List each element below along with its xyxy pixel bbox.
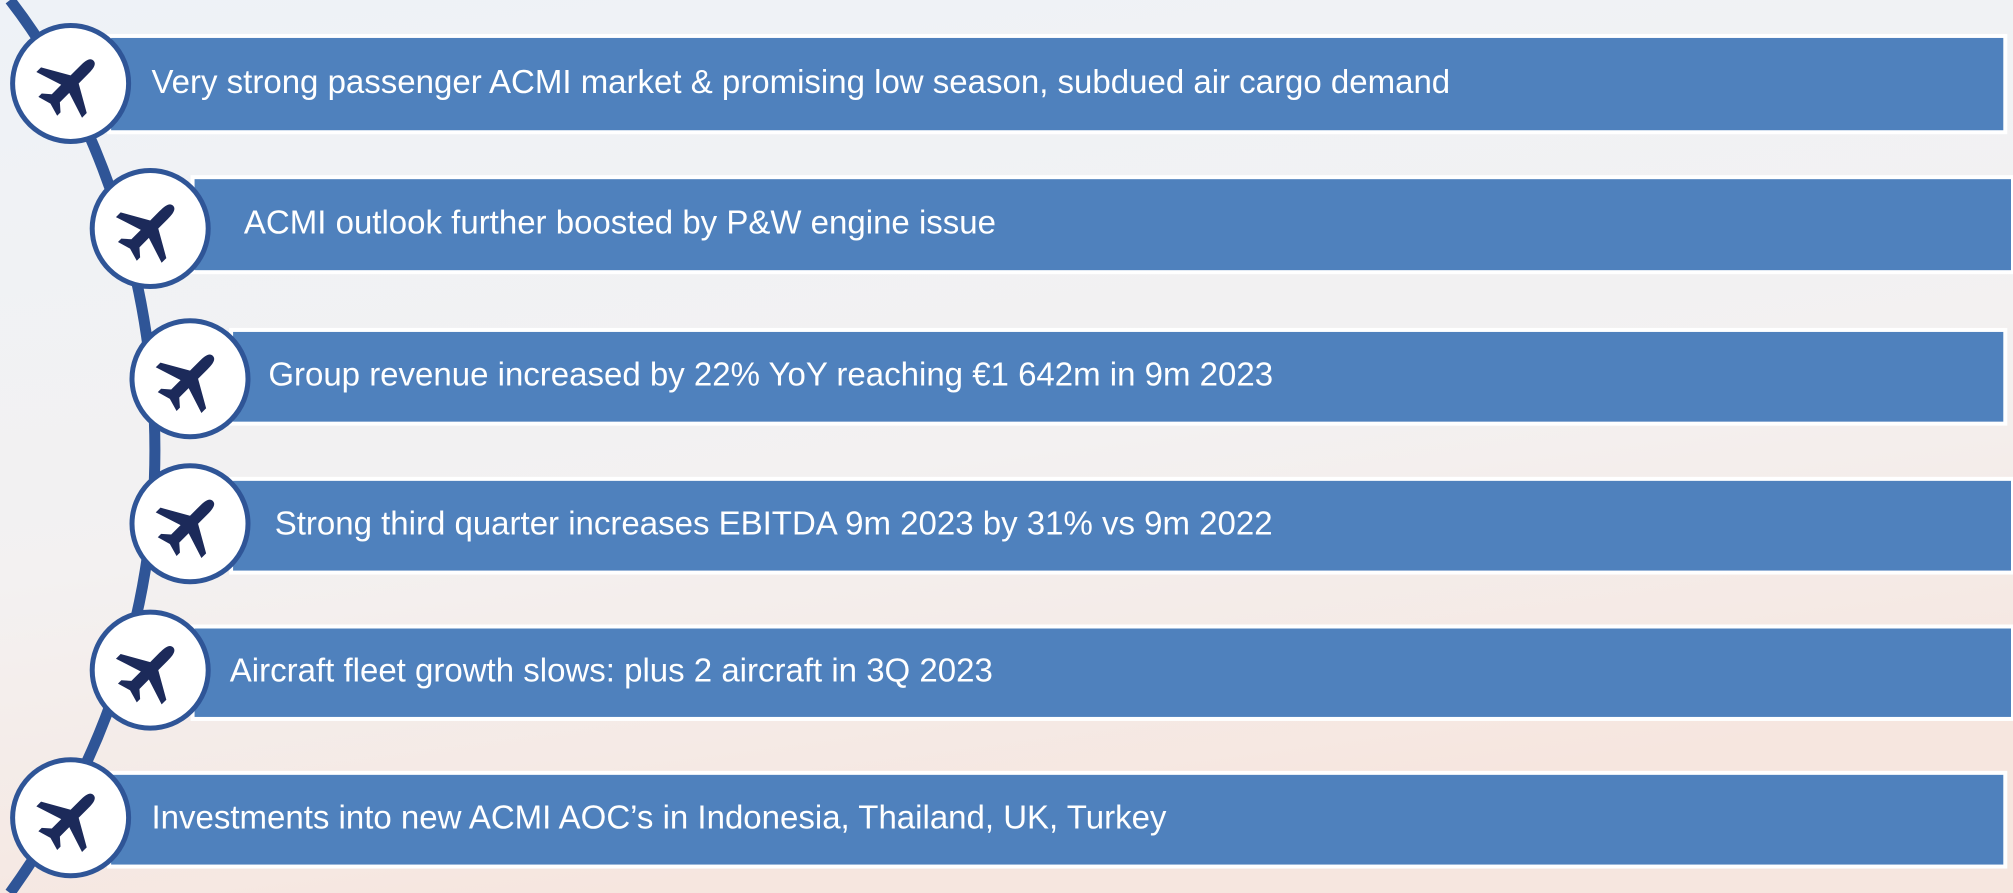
row-text: Very strong passenger ACMI market & prom… — [151, 63, 1450, 100]
row: Investments into new ACMI AOC’s in Indon… — [10, 757, 2008, 879]
row: Very strong passenger ACMI market & prom… — [10, 22, 2008, 144]
row: Strong third quarter increases EBITDA 9m… — [129, 463, 2013, 585]
row: Aircraft fleet growth slows: plus 2 airc… — [89, 609, 2013, 731]
row-text: Strong third quarter increases EBITDA 9m… — [275, 504, 1273, 541]
row-bar — [107, 770, 2008, 869]
row-bar — [190, 624, 2013, 721]
row-bar — [229, 327, 2008, 426]
row-bar — [229, 476, 2013, 575]
row-text: Group revenue increased by 22% YoY reach… — [268, 356, 1273, 393]
row-text: Investments into new ACMI AOC’s in Indon… — [151, 798, 1166, 835]
row: ACMI outlook further boosted by P&W engi… — [89, 168, 2013, 290]
rows: Very strong passenger ACMI market & prom… — [10, 22, 2013, 879]
row-bar — [107, 33, 2008, 135]
row: Group revenue increased by 22% YoY reach… — [129, 318, 2008, 440]
row-text: Aircraft fleet growth slows: plus 2 airc… — [230, 651, 993, 688]
row-text: ACMI outlook further boosted by P&W engi… — [244, 203, 996, 240]
